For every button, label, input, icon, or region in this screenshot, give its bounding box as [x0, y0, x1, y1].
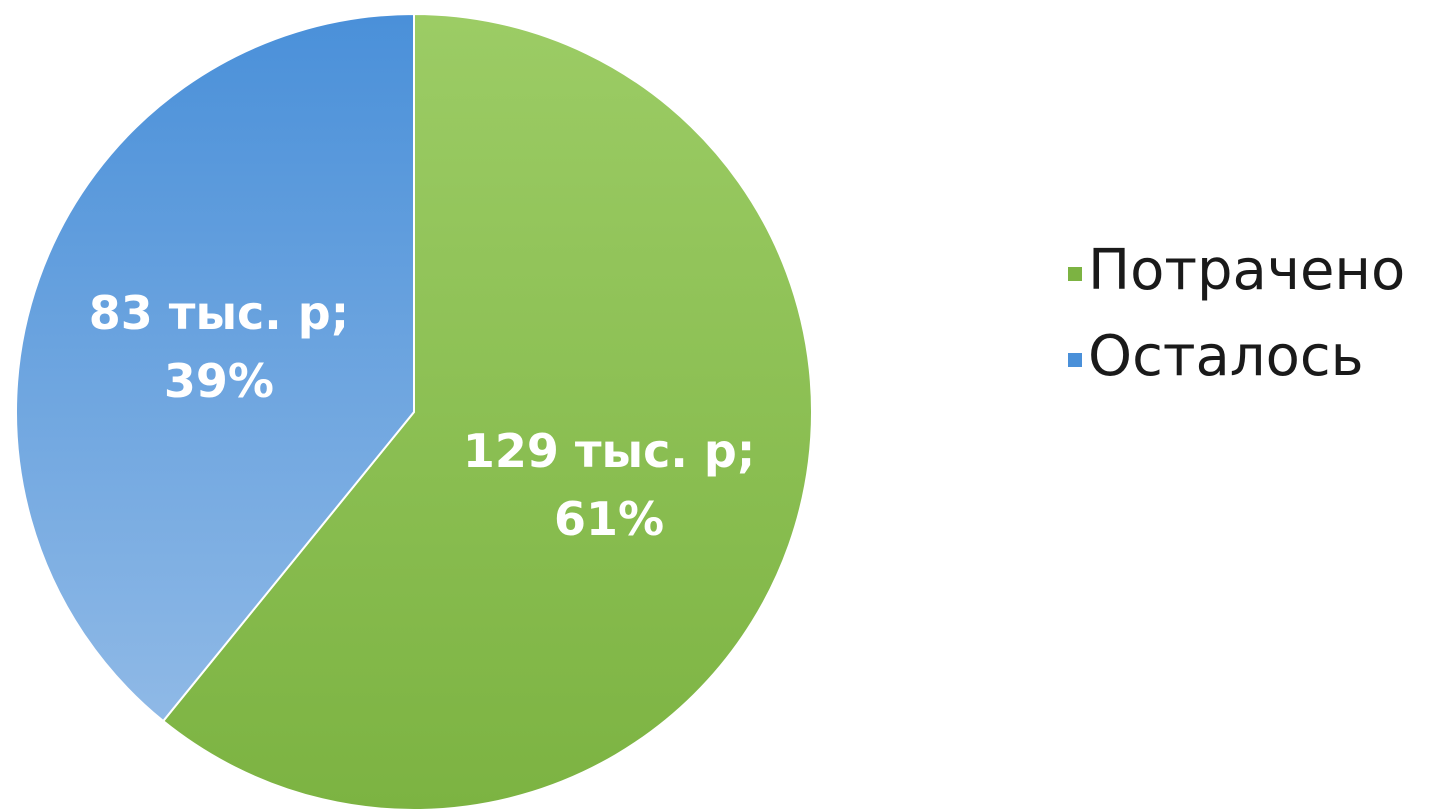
pie-slice-remaining	[15, 12, 415, 723]
pie-slices	[15, 12, 813, 811]
pie-data-labels: 129 тыс. р; 61% 83 тыс. р; 39%	[89, 286, 755, 546]
pie-slice-spent	[161, 12, 813, 811]
legend-swatch-remaining	[1068, 353, 1082, 367]
legend-item-spent: Потрачено	[1068, 228, 1405, 314]
data-label-value-spent: 129 тыс. р;	[463, 424, 755, 478]
data-label-percent-spent: 61%	[554, 492, 664, 546]
legend: Потрачено Осталось	[1068, 228, 1405, 400]
legend-item-remaining: Осталось	[1068, 314, 1405, 400]
data-label-percent-remaining: 39%	[164, 354, 274, 408]
legend-swatch-spent	[1068, 267, 1082, 281]
data-label-value-remaining: 83 тыс. р;	[89, 286, 349, 340]
legend-label-remaining: Осталось	[1088, 324, 1364, 389]
legend-label-spent: Потрачено	[1088, 238, 1406, 303]
